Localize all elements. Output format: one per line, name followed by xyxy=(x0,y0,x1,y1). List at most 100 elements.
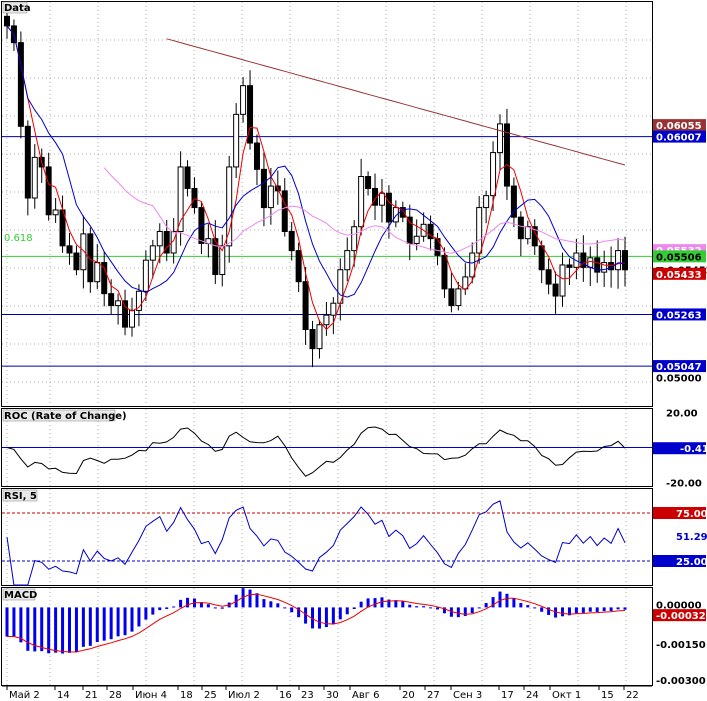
candle-up xyxy=(358,176,365,228)
candle-down xyxy=(580,252,587,268)
macd-bar xyxy=(220,607,224,609)
macd-signal-line xyxy=(7,593,626,653)
date-label: 22 xyxy=(626,690,639,701)
macd-bar xyxy=(498,591,502,608)
macd-series xyxy=(5,588,627,654)
macd-tick-label: -0.00032 xyxy=(656,611,706,622)
macd-bar xyxy=(574,607,578,614)
candle-down xyxy=(309,329,316,350)
candle-up xyxy=(490,152,497,197)
price-label: 0.05433 xyxy=(656,270,702,281)
macd-bar xyxy=(304,607,308,624)
moving-averages xyxy=(6,25,626,331)
candles xyxy=(4,4,628,368)
candle-up xyxy=(316,324,323,350)
price-label: 0.06055 xyxy=(656,121,702,132)
macd-bar xyxy=(206,604,210,608)
macd-bar xyxy=(12,607,16,637)
macd-bar xyxy=(297,607,301,618)
macd-label-box xyxy=(653,609,706,622)
candle-up xyxy=(469,252,476,278)
macd-bar xyxy=(102,607,106,641)
macd-bar xyxy=(283,607,287,609)
date-label: 27 xyxy=(427,690,440,701)
macd-bar xyxy=(81,607,85,647)
macd-bar xyxy=(179,599,183,608)
candle-down xyxy=(365,176,372,189)
price-panel xyxy=(1,1,653,407)
price-label: 0.05047 xyxy=(656,362,702,373)
macd-bar xyxy=(276,603,280,608)
macd-bar xyxy=(526,605,530,608)
date-label: Окт 1 xyxy=(552,690,581,701)
date-label: Июл 2 xyxy=(228,690,260,701)
candle-down xyxy=(295,250,302,283)
macd-bar xyxy=(40,607,44,652)
macd-bar xyxy=(345,607,349,615)
candle-up xyxy=(344,250,351,271)
candle-up xyxy=(226,166,233,247)
date-label: 21 xyxy=(85,690,98,701)
macd-bar xyxy=(137,607,141,627)
roc-line xyxy=(6,426,626,477)
sma-long-line xyxy=(166,38,626,166)
candle-up xyxy=(80,233,87,271)
candle-down xyxy=(4,15,10,27)
rsi-title: RSI, 5 xyxy=(4,491,37,502)
candle-down xyxy=(288,230,295,252)
sma-mid-line xyxy=(6,25,626,298)
macd-bar xyxy=(491,597,495,608)
candle-down xyxy=(191,187,198,209)
macd-bar xyxy=(165,607,169,609)
roc-tick-label: 20.00 xyxy=(666,409,698,420)
macd-bar xyxy=(380,597,384,608)
candle-down xyxy=(260,168,267,209)
candle-down xyxy=(45,166,52,216)
candle-down xyxy=(247,85,254,144)
candle-down xyxy=(212,238,219,276)
macd-bar xyxy=(74,607,78,652)
macd-tick-label: -0.00150 xyxy=(656,640,706,651)
macd-bar xyxy=(352,607,356,610)
macd-bar xyxy=(436,607,440,610)
date-label: 14 xyxy=(57,690,70,701)
candle-down xyxy=(87,233,94,283)
candle-up xyxy=(94,262,101,283)
rsi-label-box xyxy=(653,555,706,567)
macd-bar xyxy=(505,593,509,608)
macd-bar xyxy=(269,601,273,608)
candle-down xyxy=(510,185,517,218)
candle-up xyxy=(128,309,135,328)
price-label-box xyxy=(653,267,706,280)
macd-bar xyxy=(47,607,51,654)
candle-up xyxy=(615,250,622,271)
roc-series xyxy=(2,426,652,477)
date-label: Май 2 xyxy=(9,690,40,701)
candle-down xyxy=(253,142,260,170)
price-label-box xyxy=(653,360,706,373)
price-label: 0.05506 xyxy=(656,252,702,263)
macd-bar xyxy=(588,607,592,612)
macd-bar xyxy=(213,607,217,609)
roc-tick-label: -20.00 xyxy=(666,479,702,490)
candle-down xyxy=(385,192,392,223)
date-label: Сен 3 xyxy=(453,690,482,701)
date-label: 17 xyxy=(501,690,514,701)
macd-bar xyxy=(338,607,342,620)
macd-tick-label: 0.00000 xyxy=(656,600,702,611)
date-label: 24 xyxy=(526,690,539,701)
macd-bar xyxy=(519,602,523,608)
macd-title: MACD xyxy=(4,590,37,601)
candle-down xyxy=(538,245,545,271)
candle-up xyxy=(142,259,149,292)
roc-current-label: -0.41 xyxy=(680,444,707,455)
macd-bar xyxy=(561,607,565,617)
macd-bar xyxy=(616,607,620,610)
candle-up xyxy=(392,207,399,223)
macd-bar xyxy=(623,607,627,610)
candle-down xyxy=(73,252,80,271)
candle-down xyxy=(24,125,31,199)
macd-bar xyxy=(255,593,259,608)
